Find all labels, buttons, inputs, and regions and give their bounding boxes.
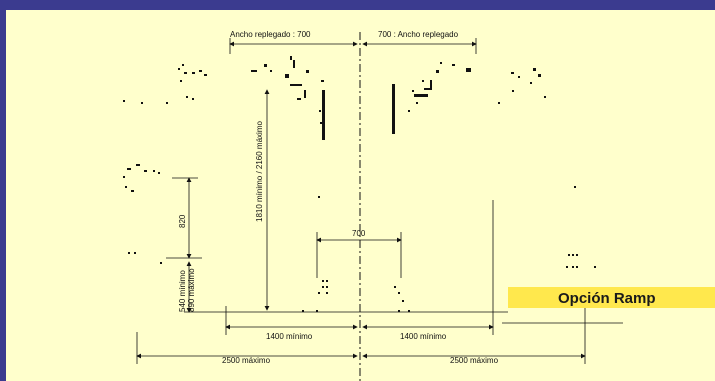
- ramp-option-label: Opción Ramp: [558, 290, 656, 307]
- width-1400-right-label: 1400 mínimo: [400, 332, 447, 341]
- height-1810-label: 1810 mínimo / 2160 máximo: [255, 121, 264, 222]
- width-700-label: 700: [352, 229, 366, 238]
- left-wheel-outline: [123, 164, 328, 312]
- drawing-panel: Ancho replegado : 700 700 : Ancho repleg…: [6, 10, 715, 381]
- height-890-label: 890 máximo: [187, 268, 196, 312]
- left-chair-outline: [251, 56, 325, 140]
- right-seat-outline: [498, 68, 546, 104]
- left-seat-outline: [123, 64, 207, 104]
- dimension-drawing: [123, 32, 623, 381]
- right-wheel-outline: [394, 186, 596, 312]
- ramp-option-banner: Opción Ramp: [508, 287, 715, 308]
- height-820-label: 820: [178, 214, 187, 228]
- width-2500-left-label: 2500 máximo: [222, 356, 271, 365]
- width-2500-right-label: 2500 máximo: [450, 356, 499, 365]
- width-1400-left-label: 1400 mínimo: [266, 332, 313, 341]
- ancho-right-label: 700 : Ancho replegado: [378, 30, 459, 39]
- right-chair-outline: [392, 62, 471, 134]
- ancho-left-label: Ancho replegado : 700: [230, 30, 311, 39]
